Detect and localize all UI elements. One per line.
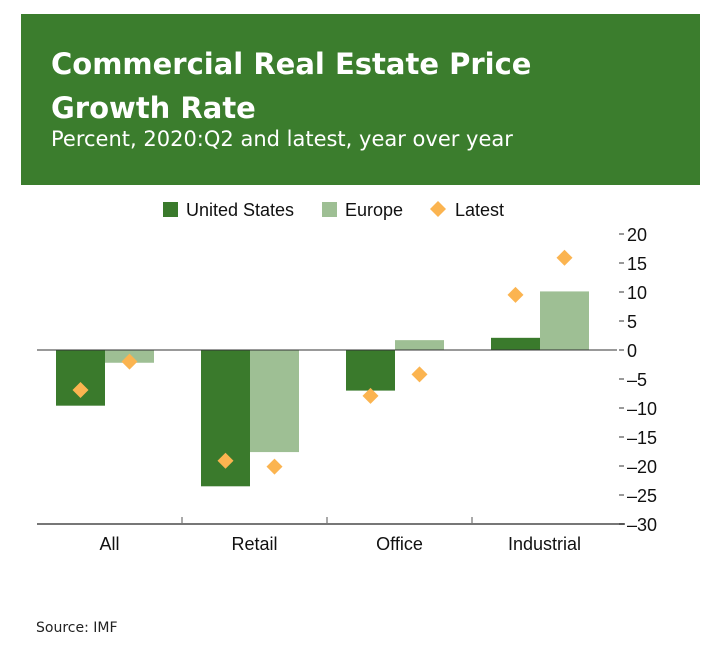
- latest-us-industrial: [507, 286, 524, 303]
- y-tick-label: –5: [627, 370, 647, 390]
- bar-europe-office: [395, 340, 444, 350]
- legend-swatch-us: [163, 202, 178, 217]
- chart-title: Commercial Real Estate Price Growth Rate: [51, 47, 532, 125]
- bar-us-industrial: [491, 337, 540, 350]
- chart-header: Commercial Real Estate Price Growth Rate…: [21, 14, 700, 185]
- y-tick-label: 0: [627, 341, 637, 361]
- category-label: Industrial: [508, 534, 581, 554]
- y-tick-label: –15: [627, 428, 657, 448]
- latest-europe-office: [411, 366, 428, 383]
- chart-subtitle: Percent, 2020:Q2 and latest, year over y…: [51, 127, 513, 151]
- category-label: All: [99, 534, 119, 554]
- chart: United States Europe Latest All Retail Off…: [37, 200, 657, 554]
- bar-europe-retail: [250, 350, 299, 453]
- legend-label-europe: Europe: [345, 200, 403, 220]
- legend-label-us: United States: [186, 200, 294, 220]
- category-label: Retail: [231, 534, 277, 554]
- bar-us-office: [346, 350, 395, 391]
- latest-europe-all: [121, 353, 138, 370]
- y-tick-label: 20: [627, 225, 647, 245]
- y-tick-label: 15: [627, 254, 647, 274]
- bar-europe-industrial: [540, 291, 589, 350]
- y-tick-label: –10: [627, 399, 657, 419]
- y-tick-label: –25: [627, 486, 657, 506]
- latest-europe-industrial: [556, 249, 573, 266]
- latest-europe-retail: [266, 458, 283, 475]
- y-tick-label: 5: [627, 312, 637, 332]
- legend-label-latest: Latest: [455, 200, 504, 220]
- latest-us-retail: [217, 452, 234, 469]
- y-tick-label: –30: [627, 515, 657, 535]
- legend-swatch-europe: [322, 202, 337, 217]
- legend: United States Europe Latest: [163, 200, 504, 220]
- y-tick-label: –20: [627, 457, 657, 477]
- source-note: Source: IMF: [36, 620, 118, 636]
- legend-marker-latest: [430, 201, 446, 217]
- latest-us-office: [362, 387, 379, 404]
- latest-us-all: [72, 382, 89, 399]
- category-label: Office: [376, 534, 423, 554]
- y-tick-label: 10: [627, 283, 647, 303]
